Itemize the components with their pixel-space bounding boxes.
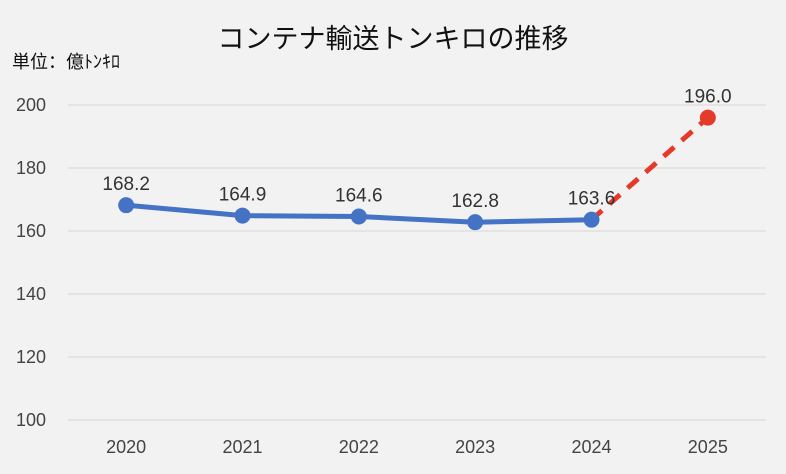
y-tick-label: 120 [16,347,46,367]
y-axis-ticks: 100 120 140 160 180 200 [16,95,46,430]
series-line-1 [589,115,710,222]
x-tick-label: 2022 [339,437,379,457]
data-point [699,109,716,126]
y-tick-label: 160 [16,221,46,241]
y-tick-label: 140 [16,284,46,304]
data-point [350,208,367,225]
y-tick-label: 200 [16,95,46,115]
data-labels: 168.2 164.9 164.6 162.8 163.6 196.0 [102,87,731,213]
y-tick-label: 100 [16,410,46,430]
x-tick-label: 2020 [106,437,146,457]
data-point [118,197,135,214]
x-tick-label: 2021 [222,437,262,457]
series [118,109,716,231]
data-label: 163.6 [568,189,616,210]
gridlines [68,104,766,421]
data-label: 164.9 [219,185,267,206]
chart-title: コンテナ輸送トンキロの推移 [218,24,569,55]
x-axis-ticks: 2020 2021 2022 2023 2024 2025 [106,437,728,457]
data-label: 168.2 [102,174,150,195]
data-point [234,207,251,224]
data-point [467,214,484,231]
x-tick-label: 2024 [571,437,611,457]
data-label: 162.8 [451,191,499,212]
unit-label: 単位：億ﾄﾝｷﾛ [12,52,120,73]
data-label: 164.6 [335,186,383,207]
data-point [583,211,600,228]
y-tick-label: 180 [16,158,46,178]
data-label: 196.0 [684,87,732,108]
x-tick-label: 2023 [455,437,495,457]
x-tick-label: 2025 [688,437,728,457]
